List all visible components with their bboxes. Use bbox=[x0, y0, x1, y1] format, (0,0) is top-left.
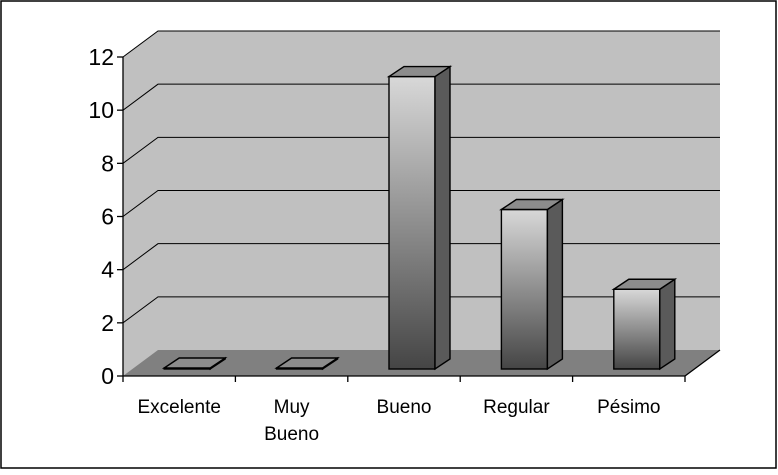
bar-bueno bbox=[386, 65, 453, 371]
y-tick-label: 0 bbox=[101, 363, 114, 389]
bar-top bbox=[499, 198, 565, 211]
gridline bbox=[122, 83, 720, 111]
gridline bbox=[122, 136, 720, 164]
bar-front bbox=[613, 288, 661, 370]
y-tick-label: 6 bbox=[101, 204, 114, 230]
bar-top bbox=[386, 65, 453, 78]
bar-side bbox=[546, 198, 564, 371]
bar-top bbox=[274, 357, 340, 369]
bar-top bbox=[161, 357, 228, 369]
x-tick-label: Excelente bbox=[137, 397, 220, 418]
y-tick-label: 8 bbox=[101, 150, 114, 176]
y-tick-label: 12 bbox=[88, 44, 114, 70]
bar-regular bbox=[499, 198, 565, 371]
floor-edge bbox=[684, 349, 721, 377]
y-tick-label: 10 bbox=[88, 97, 114, 123]
gridline bbox=[122, 30, 720, 58]
x-tick-label: Bueno bbox=[377, 397, 432, 418]
bar-front bbox=[500, 208, 549, 370]
y-tick-label: 2 bbox=[101, 310, 114, 336]
bar-top bbox=[611, 278, 678, 290]
bar-side bbox=[659, 277, 676, 371]
gridline bbox=[122, 190, 720, 217]
y-tick-label: 4 bbox=[101, 257, 114, 283]
x-tick-label: Muy Bueno bbox=[264, 397, 319, 445]
x-tick-label: Regular bbox=[483, 397, 550, 418]
bar-muy-bueno bbox=[274, 356, 340, 371]
bar-side bbox=[434, 65, 451, 371]
x-tick-label: Pésimo bbox=[597, 397, 660, 418]
bar-pésimo bbox=[611, 277, 678, 371]
bar-excelente bbox=[161, 356, 228, 371]
bar-front bbox=[388, 75, 436, 370]
